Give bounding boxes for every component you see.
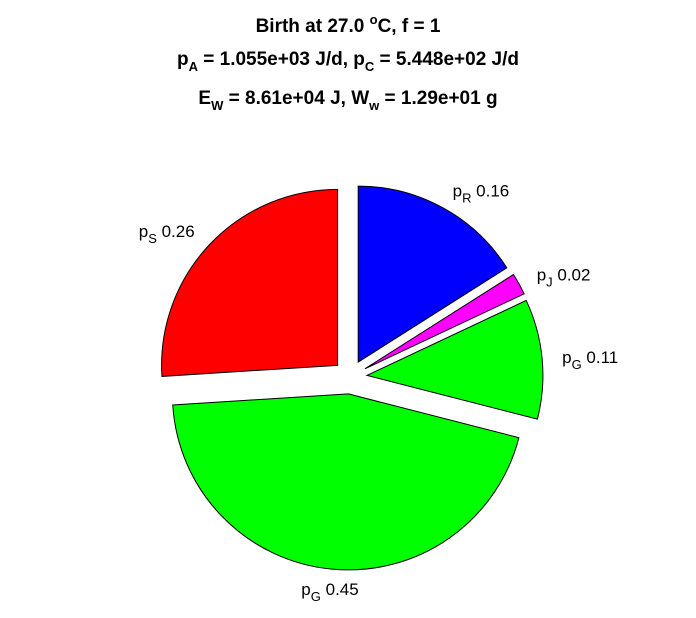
title-line-1: Birth at 27.0 oC, f = 1 [256,12,441,37]
pie-label-r-0: pR 0.16 [453,181,510,205]
pie-label-s-4: pS 0.26 [139,222,195,246]
pie-slice-s-4 [161,188,339,377]
pie-label-j-1: pJ 0.02 [537,265,591,289]
pie-slice-j-1 [364,273,525,370]
pie-slice-r-0 [357,185,508,364]
pie-label-g-2: pG 0.11 [562,348,618,372]
title-line-2: pA = 1.055e+03 J/d, pC = 5.448e+02 J/d [177,49,519,74]
pie-labels: pR 0.16 pJ 0.02 pG 0.11 pG 0.45 pS 0.26 [139,181,619,604]
title-line-3: EW = 8.61e+04 J, Ww = 1.29e+01 g [198,88,497,113]
pie-slice-g-2 [365,299,544,420]
pie-slice-g-3 [172,393,520,571]
pie-label-g-3: pG 0.45 [301,580,358,604]
pie-slices [161,185,544,571]
chart-title: Birth at 27.0 oC, f = 1 pA = 1.055e+03 J… [177,12,519,113]
